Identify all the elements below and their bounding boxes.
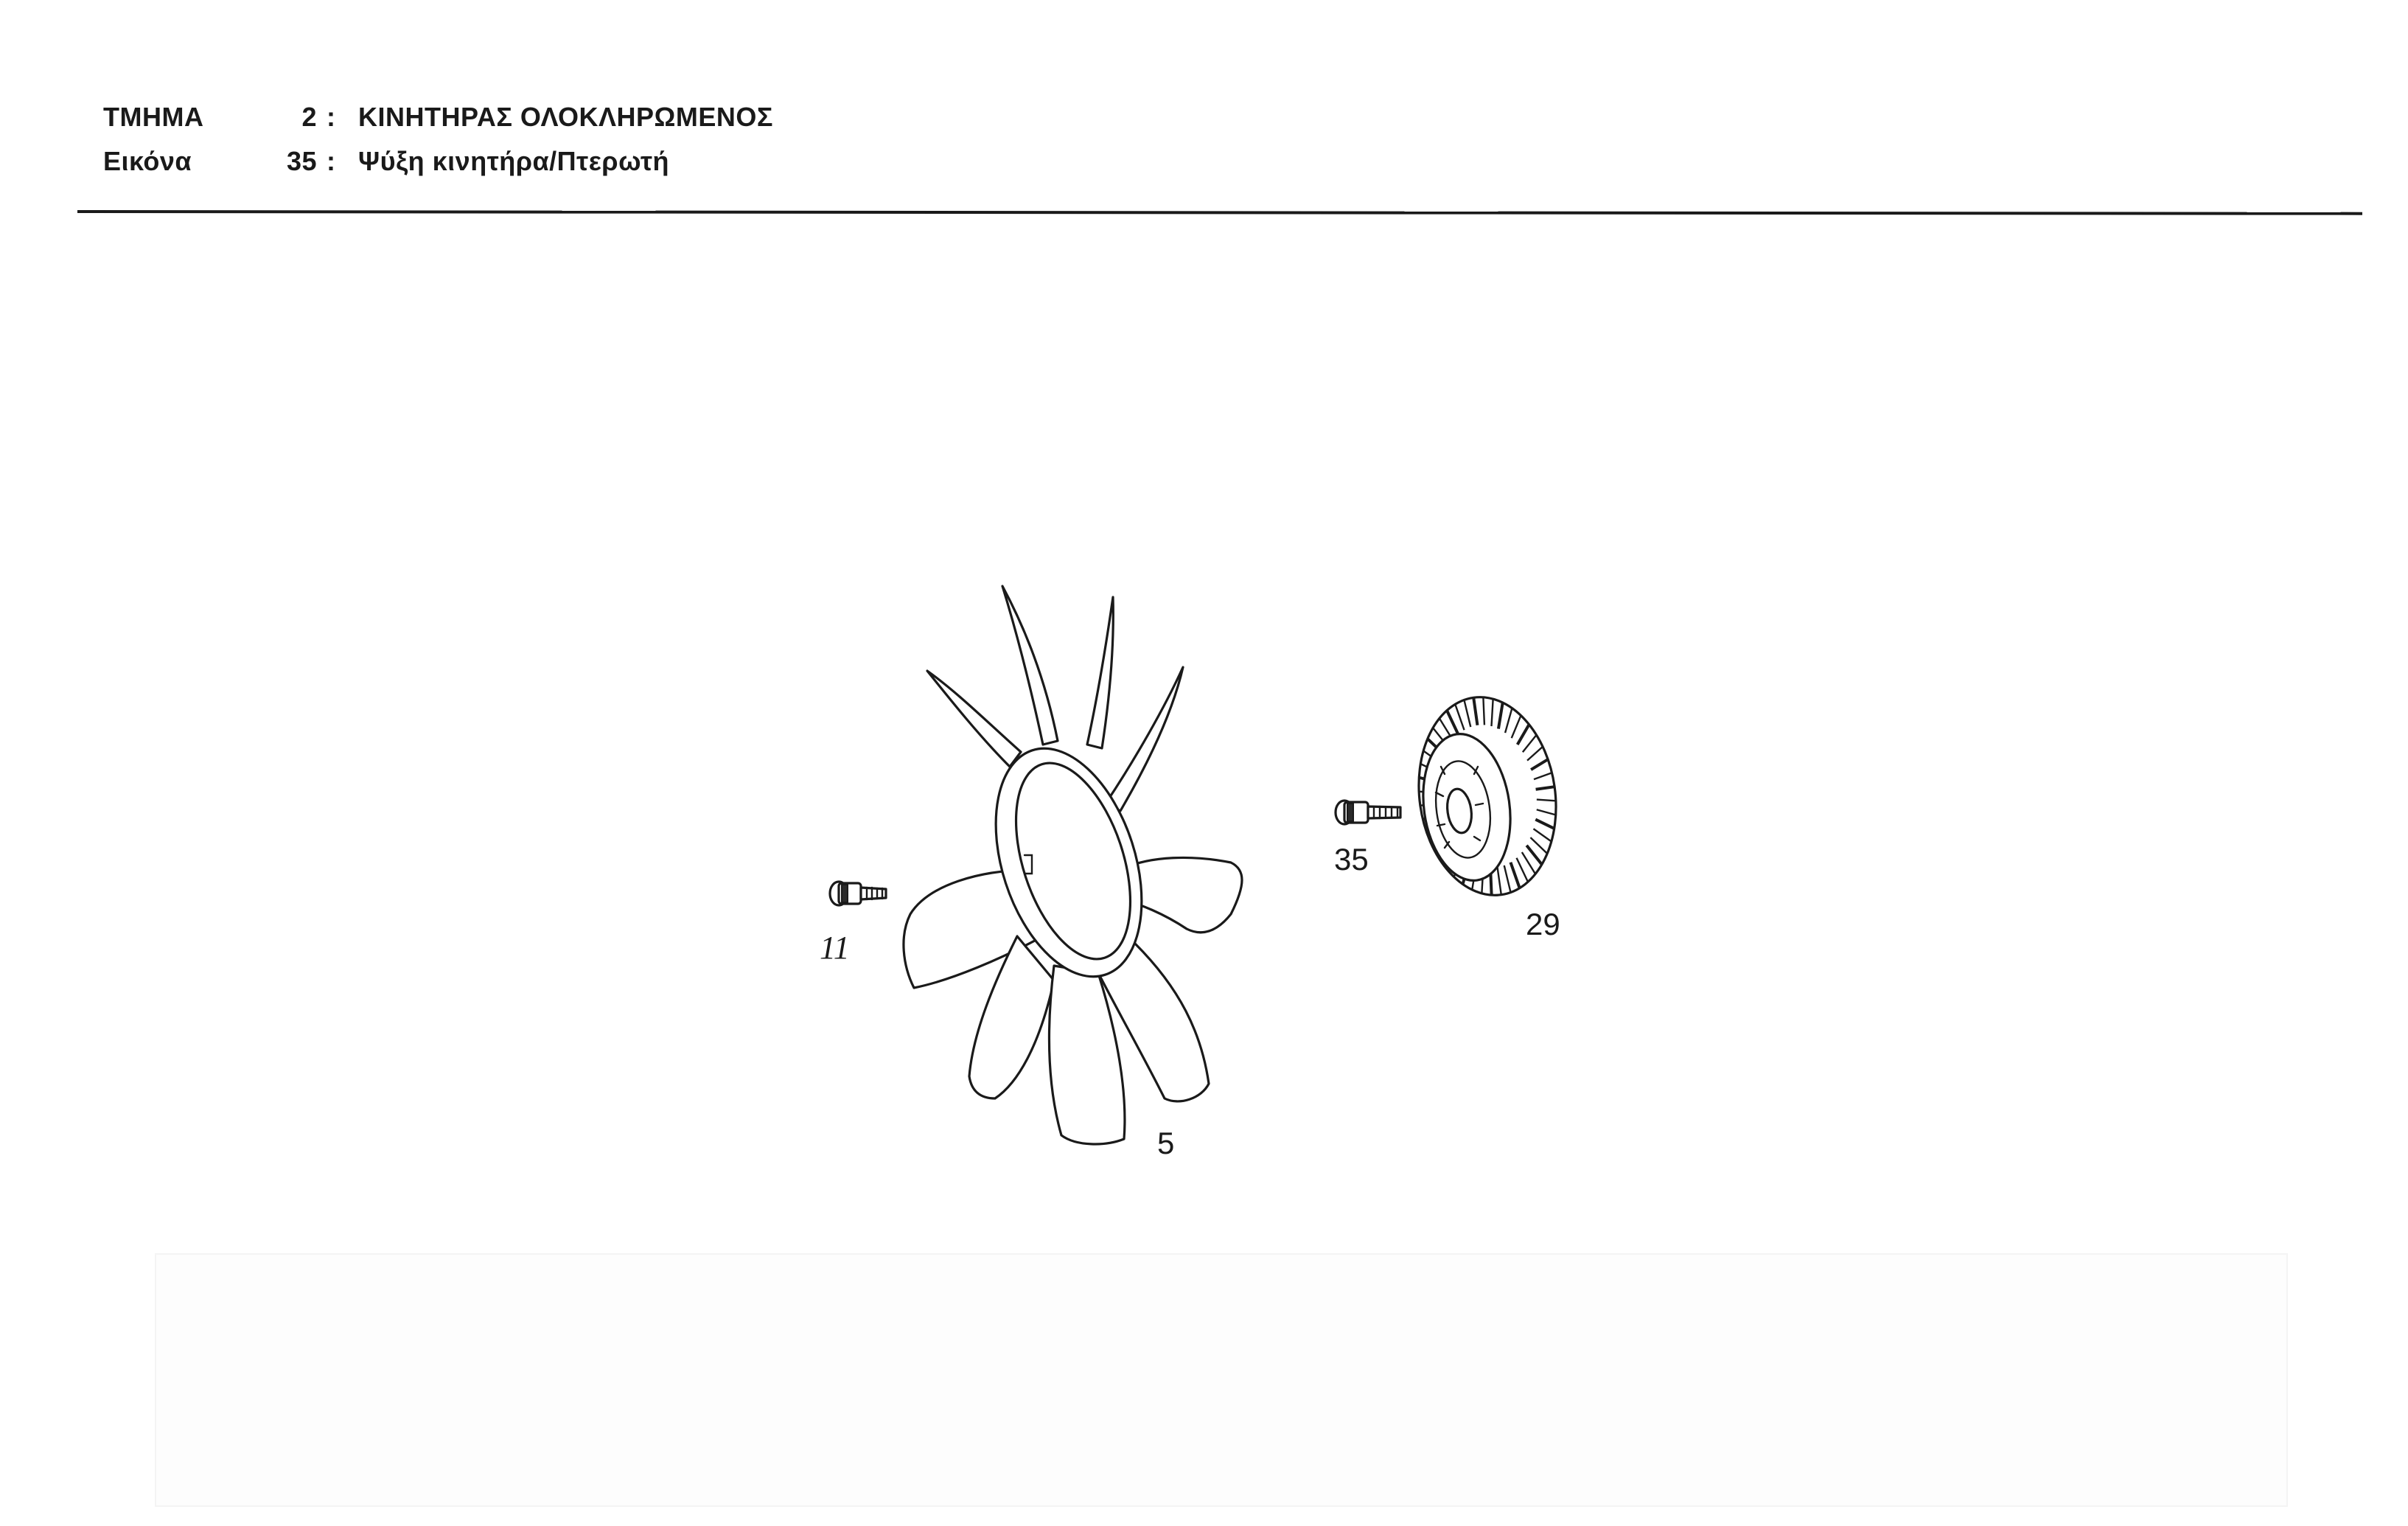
clutch-fin (1536, 809, 1557, 816)
clutch-fin (1521, 851, 1537, 875)
section-number: 2 (301, 102, 317, 132)
clutch-fin (1535, 818, 1555, 830)
clutch-fin (1533, 772, 1552, 781)
clutch-fin (1536, 798, 1556, 802)
clutch-fin (1515, 723, 1531, 746)
section-row: ΤΜΗΜΑ 2 : ΚΙΝΗΤΗΡΑΣ ΟΛΟΚΛΗΡΩΜΕΝΟΣ (103, 102, 1135, 146)
clutch-fin (1525, 844, 1543, 865)
figure-title: Ψύξη κινητήρα/Πτερωτή (358, 146, 670, 176)
bolt-icon[interactable] (1334, 799, 1402, 826)
figure-separator: : (327, 146, 336, 176)
fan-blade-top-3 (1086, 596, 1114, 750)
clutch-fin (1530, 758, 1549, 771)
page-header: ΤΜΗΜΑ 2 : ΚΙΝΗΤΗΡΑΣ ΟΛΟΚΛΗΡΩΜΕΝΟΣ Εικόνα… (103, 102, 1135, 190)
clutch-fin (1510, 715, 1522, 739)
clutch-fin (1445, 709, 1460, 736)
fan-ring-tab (1023, 854, 1033, 875)
clutch-fin (1535, 785, 1555, 791)
clutch-fin (1504, 708, 1513, 734)
clutch-fin (1482, 697, 1486, 725)
clutch-fin (1509, 862, 1521, 889)
fan-blade-bottom-3 (1089, 942, 1210, 1103)
clutch-fin (1515, 857, 1529, 882)
figure-number: 35 (286, 146, 317, 176)
clutch-fin (1490, 699, 1494, 727)
clutch-fin (1496, 867, 1502, 895)
callout-11: 11 (820, 930, 850, 966)
fan-blade-lower-left (902, 868, 1044, 989)
fan-blade-bottom-1 (968, 935, 1055, 1100)
callout-35: 35 (1334, 842, 1369, 877)
clutch-fin (1496, 702, 1504, 729)
clutch-fin (1463, 700, 1472, 728)
section-separator: : (327, 102, 336, 132)
clutch-fin (1472, 697, 1479, 726)
faded-background-frame (155, 1253, 2288, 1507)
fan-blade-icon[interactable] (902, 585, 1243, 1146)
clutch-fin (1503, 865, 1512, 893)
fan-blade-top-1 (926, 669, 1022, 768)
fan-clutch-icon[interactable] (1406, 689, 1568, 905)
section-label: ΤΜΗΜΑ (103, 102, 204, 132)
section-title: ΚΙΝΗΤΗΡΑΣ ΟΛΟΚΛΗΡΩΜΕΝΟΣ (358, 102, 773, 132)
figure-label: Εικόνα (103, 146, 192, 176)
fan-blade-bottom-2 (1047, 964, 1126, 1146)
callout-5: 5 (1157, 1126, 1174, 1160)
fan-ring-inner (1014, 762, 1132, 961)
clutch-fin (1526, 745, 1543, 762)
clutch-fin (1521, 734, 1538, 753)
figure-row: Εικόνα 35 : Ψύξη κινητήρα/Πτερωτή (103, 146, 1135, 190)
bolt-icon[interactable] (828, 880, 887, 907)
clutch-fin (1532, 828, 1552, 843)
callout-29: 29 (1526, 907, 1560, 941)
fan-blade-top-2 (1001, 585, 1059, 746)
clutch-fin (1529, 837, 1548, 854)
fan-blade-top-4 (1104, 666, 1184, 812)
clutch-fin (1454, 703, 1465, 731)
fan-blade-right (1119, 856, 1243, 934)
